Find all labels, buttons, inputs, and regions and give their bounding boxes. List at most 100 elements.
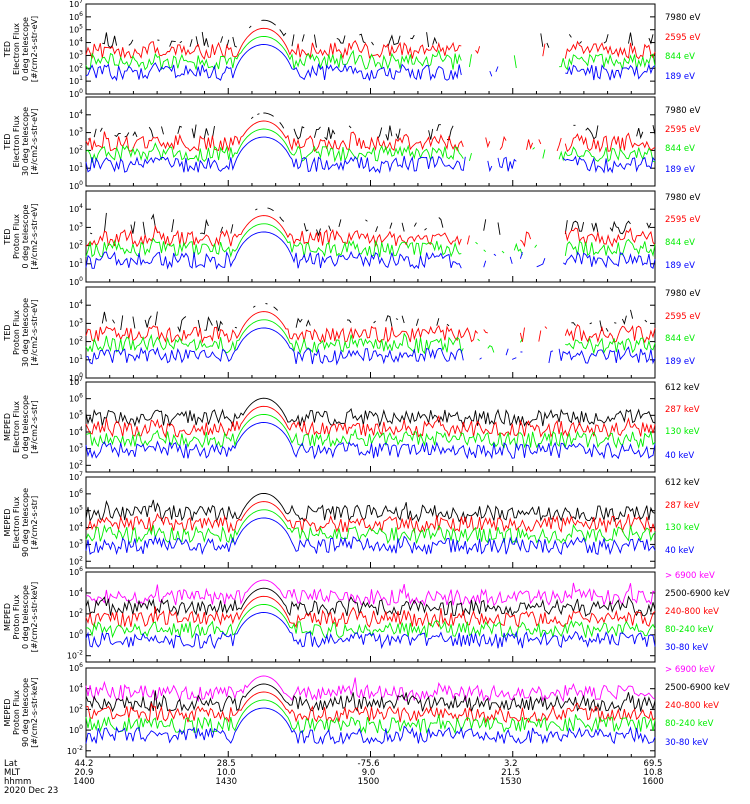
series-line <box>102 19 654 49</box>
legend-entry: 2595 eV <box>665 312 701 322</box>
series-line <box>85 327 656 366</box>
series-line <box>85 27 656 60</box>
series-line <box>85 492 656 523</box>
footer-tick-mlt: 10.0 <box>217 768 236 778</box>
legend-entry: 80-240 keV <box>665 625 714 635</box>
series-line <box>85 405 656 439</box>
y-tick-label: 104 <box>69 587 83 598</box>
y-tick-label: 101 <box>69 162 83 173</box>
y-axis-label: MEPED <box>3 699 12 727</box>
y-tick-label: 106 <box>69 488 83 499</box>
legend-entry: 40 keV <box>665 546 694 556</box>
series-line <box>85 587 656 617</box>
series-line <box>85 612 656 650</box>
series-line <box>85 595 656 629</box>
y-tick-label: 107 <box>69 376 83 387</box>
y-axis-label: [#/cm2-s-str-keV] <box>30 582 39 653</box>
y-axis-label: Electron Flux <box>12 23 21 75</box>
y-axis-label: [#/cm2-s-str] <box>30 400 39 453</box>
y-axis-label: TED <box>3 41 12 58</box>
series-line <box>85 128 656 164</box>
chart-panel-7: 106 104 102 100 10-2 MEPED Proton Flux 0 deg te… <box>3 566 730 663</box>
series-line <box>85 35 656 71</box>
footer-tick-mlt: 10.8 <box>644 768 663 778</box>
chart-panel-2: 104 103 102 101 100 TED Electron Flux 30 deg te… <box>3 96 701 191</box>
footer-tick-lat: 28.5 <box>217 759 236 769</box>
series-line <box>85 603 656 639</box>
legend-entry: 844 eV <box>665 144 695 154</box>
y-tick-label: 102 <box>69 703 83 714</box>
footer-row-label: MLT <box>4 768 21 778</box>
y-axis-label: Electron Flux <box>12 496 21 548</box>
chart-panel-5: 107 106 105 104 103 102 MEPED Electron Flux 0 de… <box>3 376 700 473</box>
y-tick-label: 102 <box>69 240 83 251</box>
chart-panel-6: 107 106 105 104 103 102 MEPED Electron Flux 90 d… <box>3 471 700 569</box>
y-tick-label: 107 <box>69 471 83 482</box>
footer-tick-lat: 44.2 <box>75 759 94 769</box>
legend-entry: 7980 eV <box>665 13 701 23</box>
panel-frame <box>85 190 656 283</box>
footer-tick-mlt: 20.9 <box>75 768 94 778</box>
y-axis-label: TED <box>3 324 12 341</box>
series-line <box>85 397 656 428</box>
y-axis-label: MEPED <box>3 413 12 441</box>
y-tick-label: 102 <box>69 608 83 619</box>
footer-tick-lat: 69.5 <box>644 759 663 769</box>
legend-entry: 2595 eV <box>665 33 701 43</box>
series-line <box>85 319 656 355</box>
legend-entry: 240-800 keV <box>665 607 719 617</box>
y-tick-label: 104 <box>69 299 83 310</box>
y-axis-label: [#/cm2-s-str-eV] <box>30 108 39 174</box>
y-axis-label: [#/cm2-s-str] <box>30 496 39 549</box>
y-tick-label: 101 <box>69 75 83 86</box>
panel-frame <box>85 381 656 473</box>
y-tick-label: 103 <box>69 538 83 549</box>
legend-entry: > 6900 keV <box>665 571 715 581</box>
y-axis-label: MEPED <box>3 603 12 631</box>
y-tick-label: 102 <box>69 144 83 155</box>
y-tick-label: 101 <box>69 258 83 269</box>
y-tick-label: 104 <box>69 37 83 48</box>
legend-entry: 40 keV <box>665 451 694 461</box>
legend-entry: 30-80 keV <box>665 643 708 653</box>
y-tick-label: 10-2 <box>67 650 83 661</box>
y-axis-label: 0 deg telescope <box>21 17 30 81</box>
y-axis-label: TED <box>3 133 12 150</box>
footer-tick-hhmm: 1600 <box>642 777 664 787</box>
footer-tick-hhmm: 1530 <box>500 777 522 787</box>
legend-entry: 30-80 keV <box>665 738 708 748</box>
legend-entry: 7980 eV <box>665 193 701 203</box>
y-axis-label: 90 deg telescope <box>21 678 30 747</box>
legend-entry: 7980 eV <box>665 289 701 299</box>
footer-tick-hhmm: 1400 <box>73 777 95 787</box>
series-line <box>85 136 656 174</box>
y-tick-label: 103 <box>69 49 83 60</box>
y-axis-label: TED <box>3 228 12 245</box>
y-tick-label: 101 <box>69 354 83 365</box>
footer-tick-mlt: 9.0 <box>362 768 376 778</box>
y-axis-label: [#/cm2-s-str-eV] <box>30 16 39 82</box>
y-tick-label: 104 <box>69 426 83 437</box>
y-axis-label: 90 deg telescope <box>21 488 30 557</box>
series-line <box>85 579 656 607</box>
y-tick-label: 10-2 <box>67 745 83 756</box>
y-tick-label: 102 <box>69 336 83 347</box>
y-tick-label: 105 <box>69 505 83 516</box>
legend-entry: > 6900 keV <box>665 665 715 675</box>
footer-tick-hhmm: 1430 <box>215 777 237 787</box>
legend-entry: 844 eV <box>665 334 695 344</box>
series-line <box>85 120 656 153</box>
series-line <box>85 231 656 270</box>
panel-frame <box>85 571 656 663</box>
series-line <box>85 683 656 713</box>
y-axis-label: Proton Flux <box>12 214 21 259</box>
y-tick-label: 100 <box>69 276 83 287</box>
y-axis-label: 0 deg telescope <box>21 585 30 649</box>
y-axis-label: 0 deg telescope <box>21 395 30 459</box>
chart-panel-4: 104 103 102 101 100 TED Proton Flux 30 deg tele… <box>3 286 701 383</box>
legend-entry: 189 eV <box>665 357 695 367</box>
y-tick-label: 104 <box>69 683 83 694</box>
y-tick-label: 106 <box>69 662 83 673</box>
footer-tick-lat: 3.2 <box>504 759 518 769</box>
